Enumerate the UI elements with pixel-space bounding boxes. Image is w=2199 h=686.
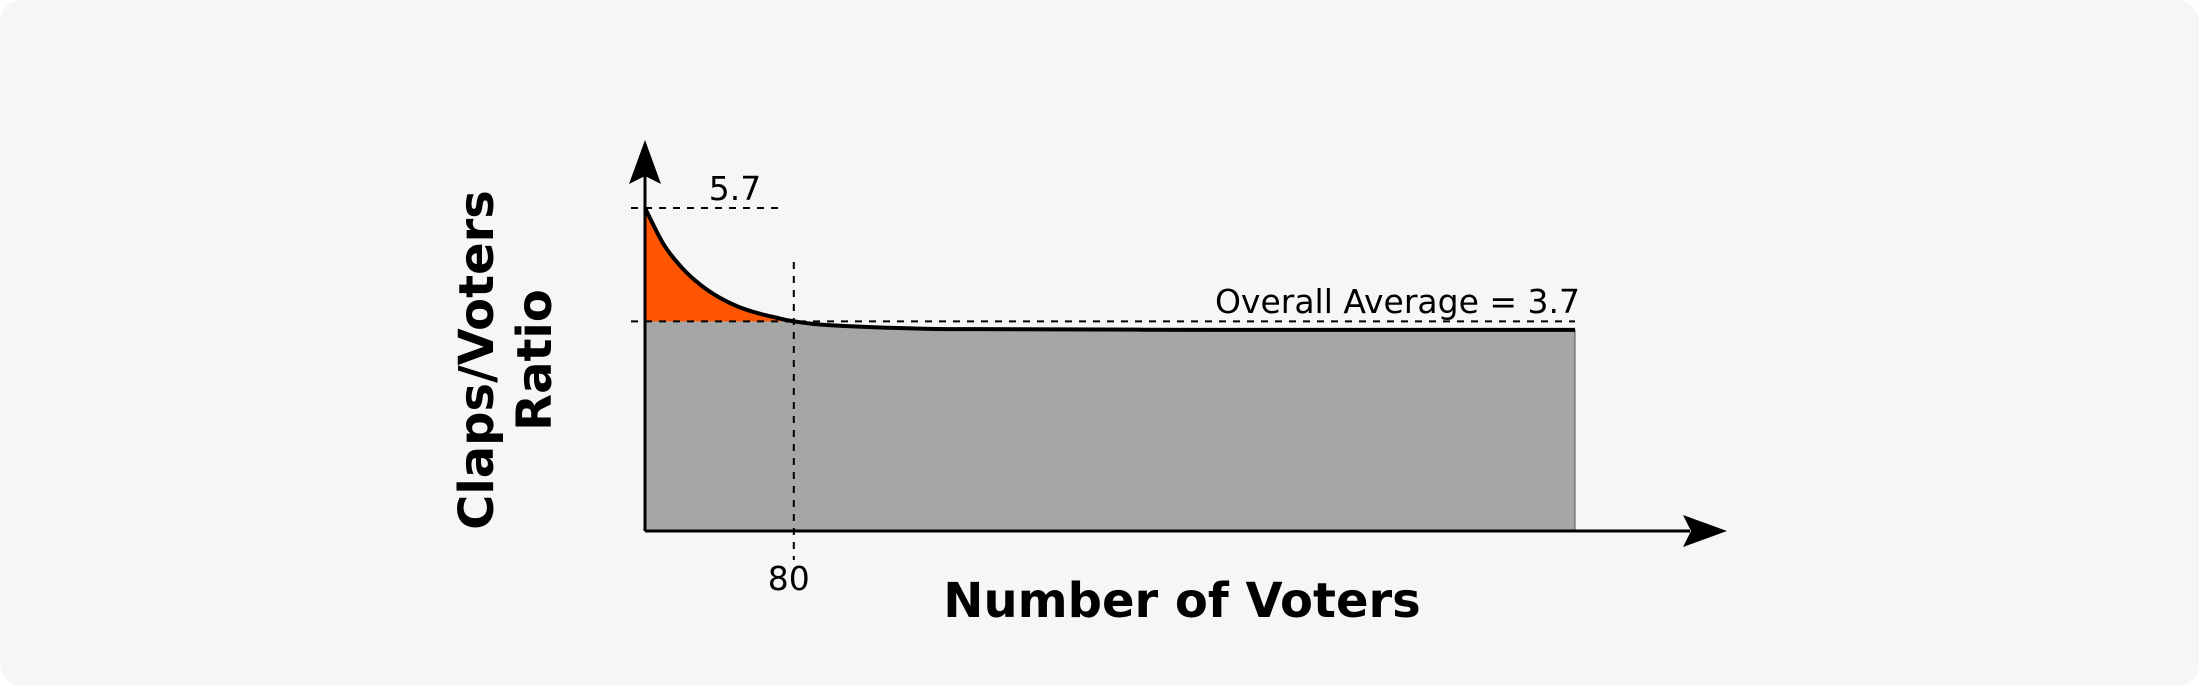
peak-value-label: 5.7 — [709, 169, 761, 208]
y-axis-title-line-2: Ratio — [507, 289, 563, 431]
above-average-area — [645, 208, 794, 322]
y-axis-arrowhead — [629, 140, 661, 184]
plot-area — [644, 207, 1576, 532]
below-average-area — [644, 207, 1576, 532]
y-axis-title-line-1: Claps/Voters — [449, 190, 505, 530]
x-axis-title: Number of Voters — [943, 573, 1420, 629]
average-label: Overall Average = 3.7 — [1215, 282, 1580, 321]
ratio-curve — [643, 207, 1575, 332]
threshold-label: 80 — [768, 559, 810, 598]
x-axis-arrowhead — [1683, 515, 1727, 547]
